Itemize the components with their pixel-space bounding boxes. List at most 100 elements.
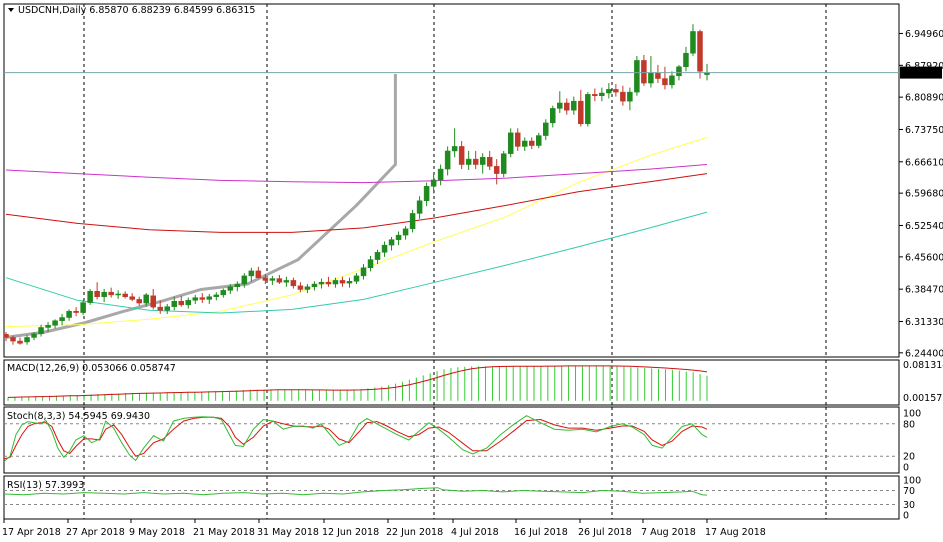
candle	[423, 182, 430, 207]
candle	[564, 98, 570, 115]
candle-body	[206, 296, 213, 300]
candle	[122, 291, 128, 299]
candle	[87, 289, 93, 305]
candle-body	[606, 89, 612, 94]
x-tick-label: 26 Jul 2018	[578, 527, 632, 538]
candle	[129, 293, 135, 302]
moving-average-red	[5, 173, 708, 233]
candle-body	[185, 300, 192, 306]
candle	[94, 282, 100, 300]
candle-body	[529, 140, 535, 146]
candle-body	[669, 75, 675, 86]
moving-average-teal	[5, 211, 708, 314]
candle-body	[101, 291, 107, 297]
candle-body	[627, 91, 633, 102]
candle-body	[451, 146, 458, 152]
candle	[367, 255, 374, 272]
candle-body	[31, 333, 37, 338]
candle	[213, 292, 220, 301]
candle-body	[690, 31, 696, 54]
candle-body	[38, 327, 44, 335]
candle	[388, 236, 395, 251]
candle	[627, 87, 633, 111]
candle	[157, 300, 163, 314]
candle-body	[3, 334, 9, 338]
candle-body	[94, 291, 100, 297]
candle-body	[332, 280, 339, 285]
rsi-y-tick-label: 70	[903, 486, 915, 497]
main-y-tick-label: 6.45600	[905, 252, 943, 263]
candle-body	[248, 270, 255, 277]
candle-body	[395, 234, 402, 240]
candle-body	[45, 324, 51, 328]
candle	[458, 141, 465, 170]
candle	[276, 274, 283, 285]
candle-body	[507, 132, 514, 154]
candle	[465, 150, 472, 170]
candle	[620, 85, 626, 106]
rsi-line	[3, 487, 708, 496]
candle	[521, 137, 528, 151]
candle	[613, 83, 619, 97]
candle	[416, 196, 423, 219]
candle-body	[297, 285, 304, 290]
candle	[227, 284, 234, 294]
candle	[17, 337, 23, 345]
candle-body	[150, 295, 156, 308]
candle	[634, 55, 640, 96]
candle-body	[346, 281, 353, 284]
rsi-y-tick-label: 100	[903, 476, 921, 487]
candle-body	[500, 153, 507, 174]
candle	[697, 29, 703, 79]
candle-body	[17, 340, 23, 344]
moving-average-grey	[5, 74, 397, 339]
candle-body	[613, 89, 619, 93]
candle	[311, 281, 318, 291]
candle	[550, 105, 556, 128]
candle	[150, 289, 156, 310]
stoch-y-tick-label: 100	[903, 409, 921, 420]
moving-average-magenta	[5, 164, 708, 184]
candle-body	[578, 100, 584, 125]
candle	[164, 303, 170, 314]
candle	[3, 332, 9, 342]
candle	[332, 277, 339, 288]
candle	[52, 319, 58, 329]
candle-body	[641, 60, 647, 84]
candle	[430, 173, 437, 194]
x-tick-label: 9 May 2018	[129, 527, 185, 538]
main-y-tick-label: 6.52540	[905, 221, 943, 232]
macd-pane-frame	[3, 359, 900, 406]
candle	[38, 324, 44, 337]
candle	[66, 309, 72, 321]
macd-y-tick-label: 0.0015779	[903, 393, 943, 404]
candle	[690, 24, 696, 56]
candle-body	[374, 252, 381, 260]
candle-body	[290, 280, 297, 287]
candle-body	[557, 102, 563, 109]
stoch-pane-frame	[3, 406, 900, 474]
stoch-header: Stoch(8,3,3) 54.5945 69.9430	[7, 411, 150, 422]
candle-body	[59, 317, 65, 321]
candle	[73, 307, 79, 317]
candle	[472, 150, 479, 170]
macd-header: MACD(12,26,9) 0.053066 0.058747	[7, 363, 176, 374]
candle-body	[585, 94, 591, 125]
candle	[592, 88, 598, 102]
candle-body	[241, 275, 248, 285]
candle	[31, 332, 37, 341]
x-tick-label: 21 May 2018	[193, 527, 255, 538]
candle	[662, 66, 668, 90]
candle	[451, 128, 458, 158]
candle	[641, 55, 647, 86]
candle	[585, 92, 591, 127]
candle-body	[458, 146, 465, 165]
candle-body	[311, 283, 318, 287]
rsi-y-tick-label: 30	[903, 500, 915, 511]
candle-body	[381, 244, 388, 253]
candle-body	[697, 31, 703, 72]
candle	[655, 64, 661, 84]
main-y-tick-label: 6.73750	[905, 125, 943, 136]
candle-body	[416, 200, 423, 214]
candle	[571, 96, 577, 115]
